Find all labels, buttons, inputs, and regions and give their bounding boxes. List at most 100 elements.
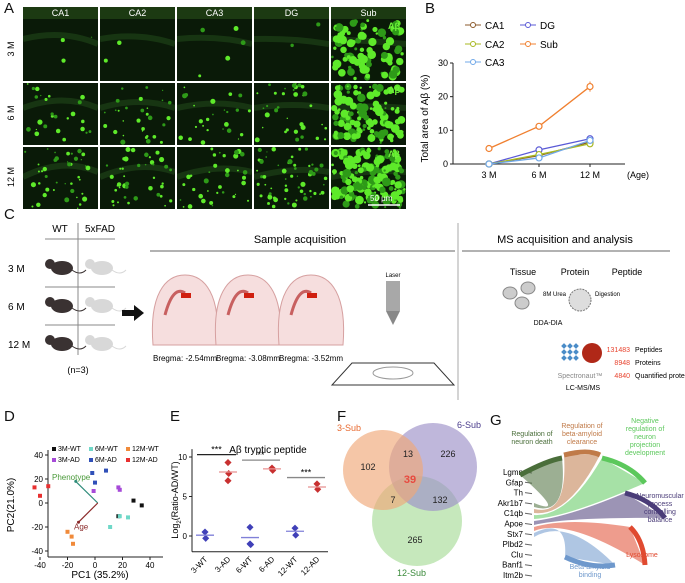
plaque <box>308 164 311 168</box>
age-label: 6 M <box>8 302 25 313</box>
plaque <box>262 107 265 110</box>
plaque <box>342 157 351 166</box>
plaque <box>342 168 352 178</box>
legend-label: 6M-AD <box>95 457 117 464</box>
hippocampus <box>226 289 249 316</box>
plaque <box>353 19 358 25</box>
plaque <box>50 112 54 116</box>
plaque <box>366 91 375 100</box>
spectronaut-logo <box>573 343 579 349</box>
legend-label: 6M-WT <box>95 446 119 453</box>
plaque <box>392 149 397 153</box>
data-point-Sub <box>586 82 594 91</box>
mouse-head <box>85 297 95 307</box>
y-tick-label: 40 <box>34 451 43 460</box>
mouse-icon <box>91 337 113 351</box>
plaque <box>314 167 319 172</box>
plaque <box>357 93 366 103</box>
plaque <box>141 130 144 132</box>
plaque <box>241 180 246 186</box>
tissue-band <box>23 32 98 47</box>
plaque <box>384 205 387 209</box>
arrow-head <box>77 520 80 524</box>
plaque <box>103 124 108 128</box>
region-count-3and6: 13 <box>403 449 413 459</box>
plaque <box>281 92 285 96</box>
plaque <box>287 202 290 205</box>
plaque <box>130 147 136 153</box>
plaque <box>345 178 352 186</box>
x-tick-label: 6-AD <box>257 555 276 574</box>
plaque <box>226 110 229 114</box>
plaque <box>356 198 361 203</box>
plaque <box>271 147 276 152</box>
plaque <box>112 204 115 207</box>
plaque <box>392 21 400 29</box>
region-count-3only: 102 <box>360 462 375 472</box>
plaque <box>138 96 143 101</box>
legend-marker <box>470 59 476 65</box>
plaque <box>367 121 375 128</box>
plaque <box>397 162 400 165</box>
series-line-Sub <box>488 86 591 150</box>
plaque <box>47 94 51 98</box>
plaque <box>267 201 270 205</box>
plaque <box>384 101 388 105</box>
plaque <box>70 152 73 155</box>
legend-label: CA3 <box>485 58 505 69</box>
plaque <box>372 26 378 33</box>
slide-sample <box>372 366 414 380</box>
plaque <box>144 163 147 166</box>
data-point <box>224 458 232 467</box>
mouse-tail <box>111 269 127 274</box>
gene-tick <box>524 564 533 567</box>
region-count-3and12: 7 <box>390 495 395 505</box>
plaque <box>323 183 325 186</box>
mouse-head <box>45 297 55 307</box>
plaque <box>382 197 391 206</box>
plaque <box>333 120 339 126</box>
venn-circle-3-Sub <box>343 430 423 510</box>
plaque <box>374 183 380 189</box>
plaque <box>400 88 404 92</box>
plaque <box>53 158 58 162</box>
plaque <box>184 92 189 97</box>
plaque <box>133 196 138 201</box>
plaque <box>30 182 36 188</box>
data-point-Sub <box>485 144 493 153</box>
arrow-head <box>74 479 78 483</box>
plaque <box>114 188 118 192</box>
plaque <box>395 129 402 136</box>
term-label: Negative regulation of neuron projection dev… <box>625 418 665 457</box>
legend-label: Sub <box>540 40 558 51</box>
workflow-diagram: WT 5xFAD 3 M 6 M 12 M (n=3) Sample acquisition… <box>8 223 685 400</box>
column-header: CA2 <box>100 7 175 19</box>
plaque <box>292 89 295 91</box>
plaque <box>373 176 380 184</box>
point-3M-AD <box>117 487 122 492</box>
legend-label: 12M-AD <box>132 457 158 464</box>
legend-label: 3M-WT <box>58 446 82 453</box>
plaque <box>339 37 347 45</box>
tissue-band <box>254 102 329 111</box>
plaque <box>44 174 48 178</box>
x-tick-label: 20 <box>118 561 127 570</box>
plaque <box>36 202 41 208</box>
gene-tick <box>524 533 533 536</box>
plaque <box>302 196 308 201</box>
plaque <box>43 124 48 129</box>
gene-label: Plbd2 <box>503 540 524 549</box>
plaque <box>377 172 383 179</box>
gene-tick <box>524 574 533 577</box>
plaque <box>363 201 367 204</box>
plaque <box>389 162 398 171</box>
plaque <box>123 196 127 199</box>
plaque <box>207 190 209 192</box>
spectronaut-logo <box>561 355 567 361</box>
plaque <box>398 197 404 203</box>
plaque <box>380 51 388 59</box>
plaque <box>290 174 294 178</box>
plaque <box>358 128 363 134</box>
